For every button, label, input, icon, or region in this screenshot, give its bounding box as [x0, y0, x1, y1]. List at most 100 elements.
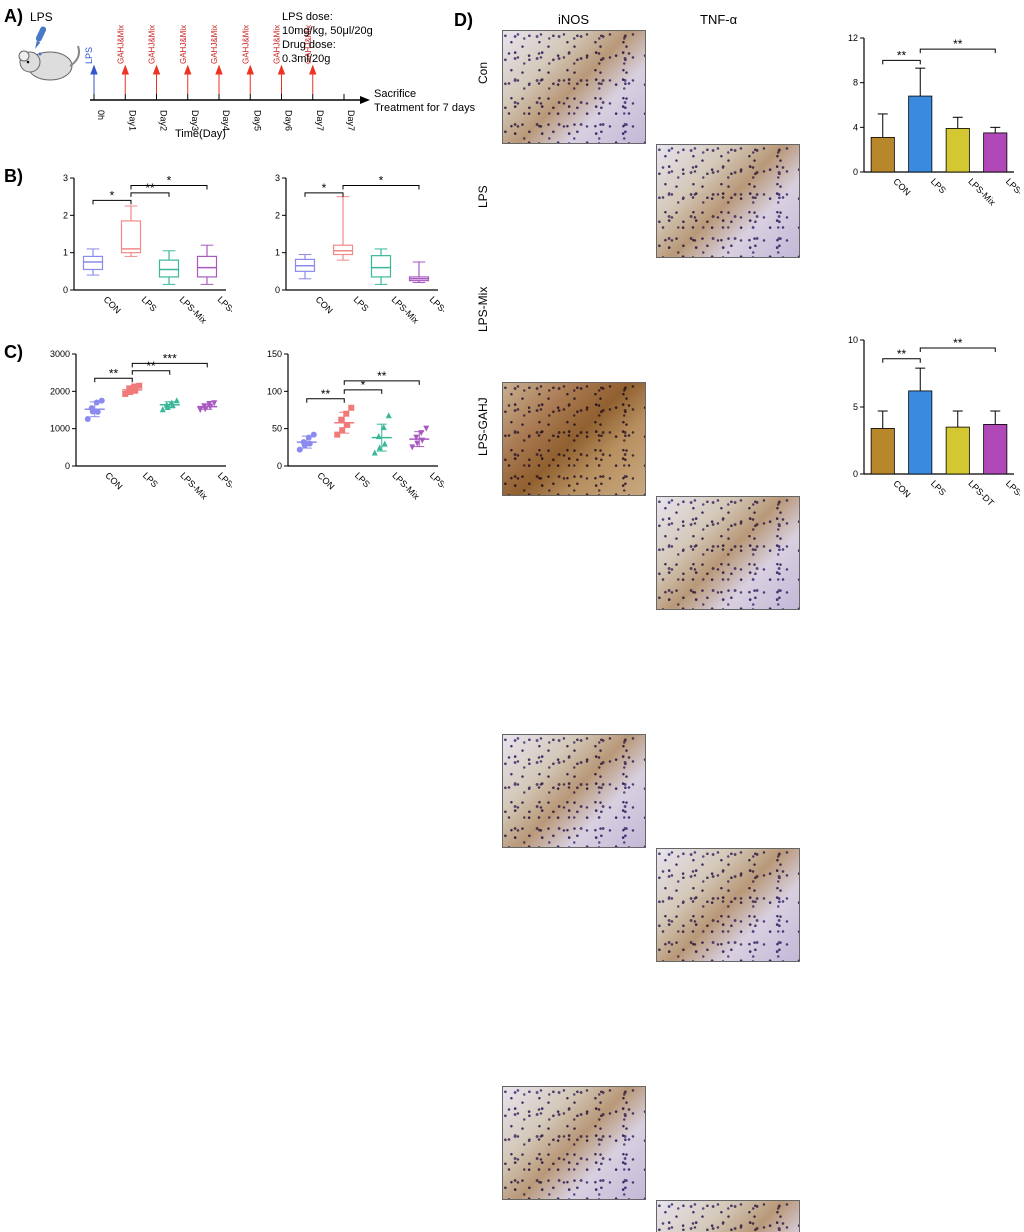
svg-text:8: 8 — [853, 78, 858, 88]
svg-text:0: 0 — [853, 167, 858, 177]
svg-text:**: ** — [146, 359, 156, 373]
svg-text:LPS-GAHJ: LPS-GAHJ — [428, 470, 444, 506]
svg-text:10: 10 — [848, 335, 858, 345]
svg-text:Day5: Day5 — [252, 110, 262, 131]
svg-text:2000: 2000 — [50, 386, 70, 396]
svg-text:**: ** — [109, 366, 119, 380]
scatter-tnfa: 050100150TNF-α(pg/ml)CONLPSLPS-MixLPS-GA… — [244, 346, 444, 506]
svg-text:*: * — [167, 173, 172, 187]
svg-text:Day7: Day7 — [346, 110, 356, 131]
bar-inos: 04812%iNOS(+)CONLPSLPS-MixLPS-GAHJ**** — [824, 28, 1020, 228]
timeline-xlabel: Time(Day) — [175, 128, 226, 140]
svg-text:LPS-Mix: LPS-Mix — [390, 294, 421, 325]
svg-text:GAHJ&Mix: GAHJ&Mix — [179, 25, 188, 64]
histology-tile — [656, 1200, 800, 1232]
svg-text:LPS-Mix: LPS-Mix — [178, 294, 209, 325]
d-col-inos: iNOS — [558, 12, 589, 27]
svg-text:GAHJ&Mix: GAHJ&Mix — [210, 25, 219, 64]
svg-text:*: * — [379, 173, 384, 187]
svg-text:LPS-GAHJ: LPS-GAHJ — [1004, 176, 1020, 214]
svg-text:LPS: LPS — [929, 478, 948, 497]
svg-text:CON: CON — [891, 176, 912, 197]
svg-text:**: ** — [953, 336, 963, 350]
panel-b-label: B) — [4, 166, 23, 187]
svg-text:LPS-GAHJ: LPS-GAHJ — [216, 294, 232, 330]
svg-text:***: *** — [163, 351, 177, 365]
treatment-label: Treatment for 7 days — [374, 102, 475, 114]
svg-text:1: 1 — [63, 248, 68, 258]
histology-tile — [656, 848, 800, 962]
panel-d-label: D) — [454, 10, 473, 31]
svg-text:3000: 3000 — [50, 349, 70, 359]
svg-text:1000: 1000 — [50, 424, 70, 434]
histology-tile — [502, 382, 646, 496]
svg-text:GAHJ&Mix: GAHJ&Mix — [273, 25, 282, 64]
svg-text:GAHJ&Mix: GAHJ&Mix — [116, 25, 125, 64]
svg-text:**: ** — [897, 48, 907, 62]
svg-text:2: 2 — [275, 210, 280, 220]
svg-text:*: * — [361, 378, 366, 392]
svg-text:100: 100 — [267, 386, 282, 396]
histology-tile — [502, 30, 646, 144]
svg-text:LPS: LPS — [352, 294, 371, 313]
histology-tile — [656, 144, 800, 258]
svg-text:LPS-DT: LPS-DT — [966, 478, 996, 508]
svg-text:50: 50 — [272, 424, 282, 434]
svg-text:3: 3 — [63, 173, 68, 183]
svg-text:4: 4 — [853, 122, 858, 132]
svg-text:LPS-Mix: LPS-Mix — [390, 470, 421, 501]
svg-text:LPS-GAHJ: LPS-GAHJ — [428, 294, 444, 330]
svg-text:0: 0 — [275, 285, 280, 295]
d-row-label: Con — [476, 62, 490, 84]
boxplot-tnfa: 0123Relactive expression(TNF-α)CONLPSLPS… — [244, 170, 444, 330]
scatter-inos: 0100020003000iNOS(pg/ml)CONLPSLPS-MixLPS… — [32, 346, 232, 506]
bar-tnfa: 0510%TNF-α(+)CONLPSLPS-DTLPS-GAHJ**** — [824, 330, 1020, 530]
svg-text:**: ** — [897, 347, 907, 361]
svg-text:**: ** — [321, 387, 331, 401]
svg-text:**: ** — [953, 37, 963, 51]
svg-text:LPS: LPS — [84, 47, 94, 64]
svg-text:LPS-GAHJ: LPS-GAHJ — [216, 470, 232, 506]
svg-text:LPS: LPS — [353, 470, 372, 489]
sacrifice-label: Sacrifice — [374, 88, 416, 100]
svg-text:CON: CON — [891, 478, 912, 499]
dose-text: LPS dose: 10mg/kg, 50μl/20g Drug dose: 0… — [282, 10, 373, 66]
svg-text:Day1: Day1 — [127, 110, 137, 131]
d-row-label: LPS-GAHJ — [476, 397, 490, 456]
svg-text:0: 0 — [63, 285, 68, 295]
svg-text:0: 0 — [277, 461, 282, 471]
boxplot-inos: 0123Relactive expression(iNOS)CONLPSLPS-… — [32, 170, 232, 330]
svg-text:1: 1 — [275, 248, 280, 258]
svg-text:2: 2 — [63, 210, 68, 220]
svg-text:CON: CON — [103, 470, 124, 491]
svg-text:LPS: LPS — [140, 294, 159, 313]
svg-text:LPS-Mix: LPS-Mix — [178, 470, 209, 501]
svg-text:LPS: LPS — [141, 470, 160, 489]
svg-text:150: 150 — [267, 349, 282, 359]
svg-text:Day2: Day2 — [159, 110, 169, 131]
svg-text:*: * — [110, 188, 115, 202]
svg-text:**: ** — [377, 369, 387, 383]
svg-text:GAHJ&Mix: GAHJ&Mix — [241, 25, 250, 64]
d-col-tnfa: TNF-α — [700, 12, 737, 27]
svg-text:LPS: LPS — [929, 176, 948, 195]
mouse-icon — [10, 22, 80, 89]
svg-text:12: 12 — [848, 33, 858, 43]
histology-tile — [656, 496, 800, 610]
svg-text:Day7: Day7 — [315, 110, 325, 131]
svg-text:3: 3 — [275, 173, 280, 183]
svg-text:0: 0 — [853, 469, 858, 479]
svg-text:*: * — [322, 181, 327, 195]
d-row-label: LPS — [476, 185, 490, 208]
svg-text:Day6: Day6 — [284, 110, 294, 131]
svg-text:**: ** — [145, 181, 155, 195]
svg-text:LPS-GAHJ: LPS-GAHJ — [1004, 478, 1020, 516]
svg-text:5: 5 — [853, 402, 858, 412]
svg-text:CON: CON — [102, 294, 123, 315]
svg-text:LPS-Mix: LPS-Mix — [966, 176, 997, 207]
svg-text:0: 0 — [65, 461, 70, 471]
histology-tile — [502, 734, 646, 848]
d-row-label: LPS-Mix — [476, 287, 490, 332]
svg-text:GAHJ&Mix: GAHJ&Mix — [148, 25, 157, 64]
histology-tile — [502, 1086, 646, 1200]
